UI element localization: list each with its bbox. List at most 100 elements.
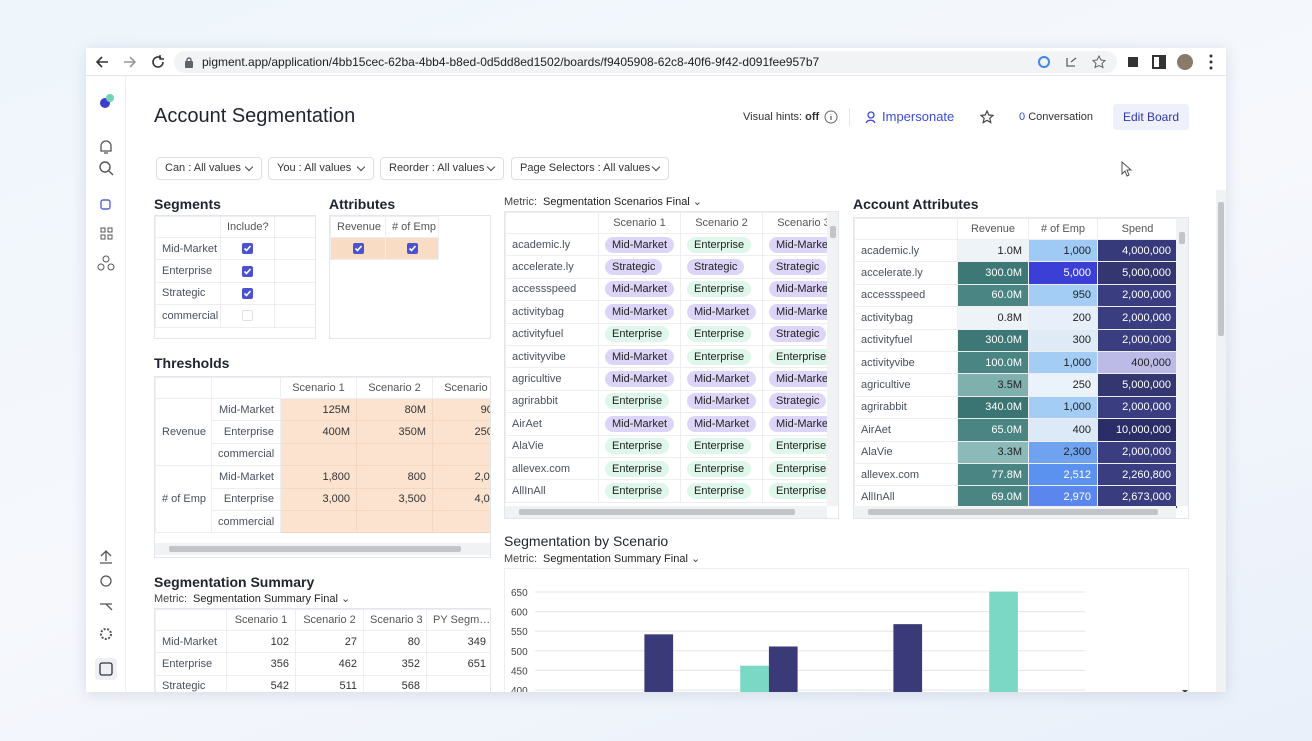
visual-hints[interactable]: Visual hints: off bbox=[743, 111, 819, 123]
cell bbox=[155, 216, 221, 238]
row-label: agrirabbit bbox=[505, 389, 599, 414]
segment-pill: Mid-Market bbox=[769, 236, 838, 253]
page-scrollbar[interactable] bbox=[1216, 190, 1226, 692]
summary-value: 568 bbox=[363, 674, 427, 692]
column-header: # of Emp bbox=[385, 216, 439, 238]
segment-cell: Enterprise bbox=[680, 322, 763, 346]
segment-pill: Enterprise bbox=[605, 393, 670, 410]
segment-pill: Enterprise bbox=[605, 460, 670, 477]
heat-cell: 5,000,000 bbox=[1097, 373, 1178, 397]
segment-pill: Enterprise bbox=[605, 438, 670, 455]
segment-cell: Strategic bbox=[762, 255, 838, 279]
segment-cell: Enterprise bbox=[598, 456, 681, 481]
heat-cell: 2,000,000 bbox=[1097, 283, 1178, 308]
nav-buttons[interactable] bbox=[94, 54, 174, 70]
segment-pill: Mid-Market bbox=[687, 371, 757, 388]
threshold-value: 3,500 bbox=[356, 487, 433, 511]
threshold-value: 1,800 bbox=[280, 465, 357, 489]
summary-value: 462 bbox=[295, 652, 364, 676]
heat-cell: 250 bbox=[1028, 373, 1098, 397]
scroll-thumb[interactable] bbox=[868, 509, 1158, 515]
cell bbox=[274, 259, 315, 283]
threshold-value bbox=[432, 509, 490, 534]
heat-cell: 2,000,000 bbox=[1097, 395, 1178, 420]
row: Enterprise 356 462 352 651 bbox=[155, 652, 490, 676]
header-row: Revenue # of Emp Spend bbox=[854, 218, 1178, 240]
segment-cell: Enterprise bbox=[762, 434, 838, 458]
row: accessspeed 60.0M 950 2,000,000 bbox=[854, 283, 1178, 308]
checkbox bbox=[242, 310, 253, 322]
column-header: Include? bbox=[220, 216, 275, 238]
segment-cell: Enterprise bbox=[680, 277, 763, 302]
column-header: Scenario 2 bbox=[295, 609, 364, 631]
segment-pill: Enterprise bbox=[605, 326, 670, 343]
heat-cell: 200 bbox=[1028, 306, 1098, 330]
chart-metric[interactable]: Metric: Segmentation Summary Final ⌄ bbox=[504, 553, 701, 565]
scroll-thumb[interactable] bbox=[519, 509, 795, 515]
url-text: pigment.app/application/4bb15cec-62ba-4b… bbox=[202, 55, 820, 69]
column-header: # of Emp bbox=[1028, 218, 1098, 240]
star-button[interactable] bbox=[980, 110, 994, 124]
segment-cell: Enterprise bbox=[598, 434, 681, 458]
summary-metric[interactable]: Metric: Segmentation Summary Final ⌄ bbox=[154, 593, 351, 605]
url-bar[interactable]: pigment.app/application/4bb15cec-62ba-4b… bbox=[174, 51, 1117, 73]
heat-cell: 3.3M bbox=[957, 440, 1029, 464]
threshold-value bbox=[432, 442, 490, 467]
metric-label: Metric: bbox=[504, 553, 537, 565]
segment-cell: Mid-Market bbox=[680, 367, 763, 391]
row-label: AirAet bbox=[505, 412, 599, 436]
attributes-title: Attributes bbox=[329, 196, 396, 212]
edit-board-button[interactable]: Edit Board bbox=[1113, 104, 1189, 130]
heat-cell: 400 bbox=[1028, 418, 1098, 442]
row bbox=[330, 236, 491, 261]
summary-value: 349 bbox=[426, 629, 490, 654]
heat-cell: 65.0M bbox=[957, 418, 1029, 442]
scroll-thumb[interactable] bbox=[830, 226, 836, 238]
metric-name: Segmentation Summary Final bbox=[193, 593, 338, 605]
segment-cell: Mid-Market bbox=[762, 300, 838, 324]
column-header: PY Segm… bbox=[426, 609, 490, 631]
column-header: Revenue bbox=[957, 218, 1029, 240]
segment-pill: Enterprise bbox=[687, 326, 752, 343]
segment-cell: Enterprise bbox=[762, 344, 838, 369]
column-header: Scenario 1 bbox=[598, 212, 681, 234]
bar bbox=[644, 634, 674, 692]
segment-pill: Strategic bbox=[687, 259, 745, 276]
scroll-thumb[interactable] bbox=[1179, 232, 1185, 244]
checkbox bbox=[406, 243, 418, 255]
attributes-table: Revenue # of Emp bbox=[329, 215, 491, 339]
row-label: agrirabbit bbox=[854, 395, 958, 420]
conversation-label: Conversation bbox=[1028, 111, 1094, 123]
vertical-scrollbar bbox=[1176, 218, 1188, 506]
row: AllInAll 69.0M 2,970 2,673,000 bbox=[854, 485, 1178, 509]
row: Strategic bbox=[155, 281, 315, 306]
filter-you[interactable]: You : All values bbox=[268, 157, 374, 180]
scroll-thumb[interactable] bbox=[169, 546, 461, 552]
browser-extensions[interactable] bbox=[1126, 53, 1222, 71]
summary-value: 511 bbox=[295, 674, 364, 692]
filter-reorder[interactable]: Reorder : All values bbox=[380, 157, 504, 180]
checkbox-cell bbox=[220, 304, 275, 328]
sidebar-icons[interactable] bbox=[86, 76, 126, 692]
metric-name: Segmentation Summary Final bbox=[543, 553, 688, 565]
info-icon[interactable] bbox=[824, 110, 838, 124]
column-header: Scenario 3 bbox=[432, 377, 490, 399]
filter-page-selectors[interactable]: Page Selectors : All values bbox=[511, 157, 669, 180]
row-label: agricultive bbox=[854, 373, 958, 397]
row: AlaVie Enterprise Enterprise Enterprise bbox=[505, 434, 838, 458]
scenarios-metric[interactable]: Metric: Segmentation Scenarios Final ⌄ bbox=[504, 196, 703, 208]
threshold-value: 4,000 bbox=[432, 487, 490, 511]
segments-table: Include? Mid-Market Enterprise Strategic com… bbox=[154, 215, 316, 339]
bar bbox=[989, 591, 1018, 692]
impersonate-button[interactable]: Impersonate bbox=[882, 109, 955, 124]
segment-cell: Mid-Market bbox=[598, 412, 681, 436]
row: commercial bbox=[156, 509, 490, 534]
conversation-button[interactable]: 0 Conversation bbox=[1019, 111, 1093, 123]
segment-pill: Strategic bbox=[769, 259, 827, 276]
row-label: academic.ly bbox=[854, 238, 958, 263]
metric-label: Metric: bbox=[154, 593, 187, 605]
filter-can[interactable]: Can : All values bbox=[156, 157, 262, 180]
y-tick-label: 550 bbox=[511, 627, 528, 638]
